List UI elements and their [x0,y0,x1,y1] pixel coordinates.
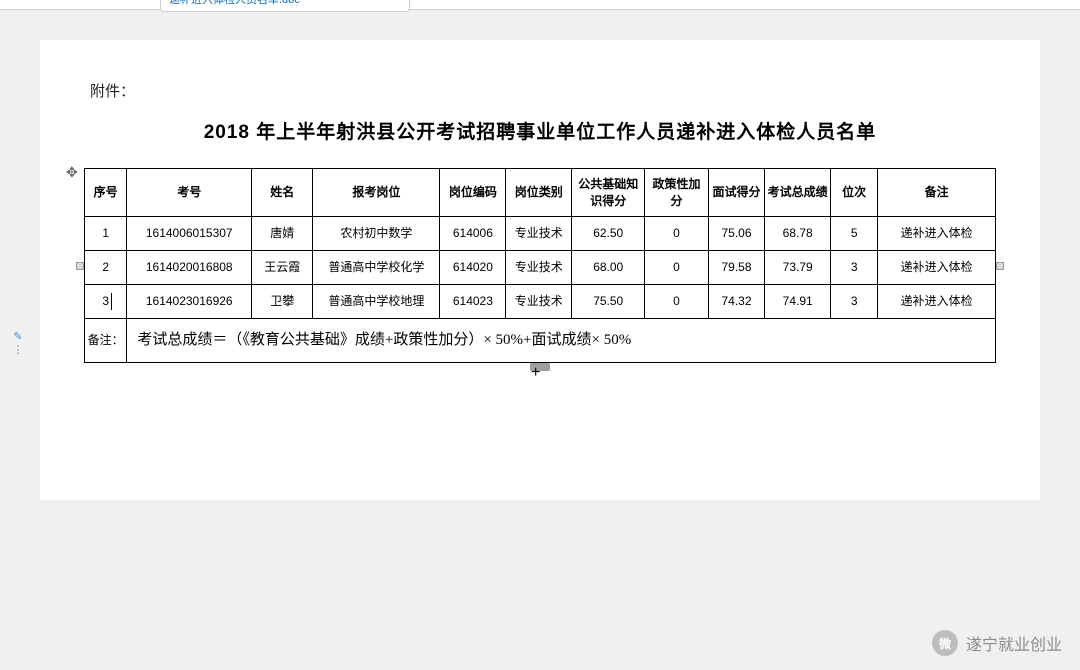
col-rank: 位次 [831,169,878,217]
cell-type[interactable]: 专业技术 [506,217,572,251]
table-row: 21614020016808王云霞普通高中学校化学614020专业技术68.00… [85,251,996,285]
cell-remark[interactable]: 递补进入体检 [878,251,996,285]
cell-post[interactable]: 普通高中学校地理 [313,285,440,319]
cell-policy[interactable]: 0 [645,285,709,319]
col-policy: 政策性加分 [645,169,709,217]
cell-seq[interactable]: 1 [85,217,127,251]
exam-results-table: 序号 考号 姓名 报考岗位 岗位编码 岗位类别 公共基础知识得分 政策性加分 面… [84,168,996,363]
table-resize-handle-right[interactable] [996,262,1004,270]
cell-seq[interactable]: 3 [85,285,127,319]
cell-rank[interactable]: 3 [831,251,878,285]
table-add-row-handle[interactable]: + [530,363,550,371]
cell-code[interactable]: 614023 [440,285,506,319]
cell-type[interactable]: 专业技术 [506,251,572,285]
wechat-icon: 微 [932,630,958,656]
col-intv: 面试得分 [708,169,764,217]
cell-intv[interactable]: 79.58 [708,251,764,285]
cell-name[interactable]: 王云霞 [252,251,313,285]
table-header: 序号 考号 姓名 报考岗位 岗位编码 岗位类别 公共基础知识得分 政策性加分 面… [85,169,996,217]
comment-menu-icon [4,343,32,356]
cell-public[interactable]: 62.50 [572,217,645,251]
footnote-label: 备注： [85,319,127,363]
cell-total[interactable]: 68.78 [765,217,831,251]
cell-code[interactable]: 614020 [440,251,506,285]
col-name: 姓名 [252,169,313,217]
footnote-formula: 考试总成绩＝（《教育公共基础》成绩+政策性加分）× 50%+面试成绩× 50% [127,319,996,363]
cell-rank[interactable]: 5 [831,217,878,251]
table-row: 11614006015307唐婧农村初中数学614006专业技术62.50075… [85,217,996,251]
attachment-label: 附件： [90,80,1000,101]
table-container: ✥ + 序号 考号 姓名 报考岗位 岗位编码 岗位类别 公共基础知识得分 政策性… [84,168,996,363]
cell-remark[interactable]: 递补进入体检 [878,285,996,319]
table-body: 11614006015307唐婧农村初中数学614006专业技术62.50075… [85,217,996,319]
wechat-watermark: 微 遂宁就业创业 [932,630,1062,656]
cell-exam[interactable]: 1614023016926 [127,285,252,319]
tab-strip: 递补进入体检人员名单.doc [0,0,1080,10]
cell-remark[interactable]: 递补进入体检 [878,217,996,251]
col-post: 报考岗位 [313,169,440,217]
cell-public[interactable]: 68.00 [572,251,645,285]
cell-intv[interactable]: 75.06 [708,217,764,251]
col-total: 考试总成绩 [765,169,831,217]
col-public: 公共基础知识得分 [572,169,645,217]
col-seq: 序号 [85,169,127,217]
cell-policy[interactable]: 0 [645,251,709,285]
comment-sidebar-icon[interactable]: ✎ [4,330,32,356]
cell-intv[interactable]: 74.32 [708,285,764,319]
document-tab[interactable]: 递补进入体检人员名单.doc [160,0,410,12]
cell-rank[interactable]: 3 [831,285,878,319]
cell-name[interactable]: 唐婧 [252,217,313,251]
cell-code[interactable]: 614006 [440,217,506,251]
cell-post[interactable]: 农村初中数学 [313,217,440,251]
document-title: 2018 年上半年射洪县公开考试招聘事业单位工作人员递补进入体检人员名单 [80,117,1000,144]
cell-type[interactable]: 专业技术 [506,285,572,319]
cell-exam[interactable]: 1614006015307 [127,217,252,251]
tab-label: 递补进入体检人员名单.doc [169,0,300,6]
comment-icon: ✎ [13,331,22,343]
cell-total[interactable]: 73.79 [765,251,831,285]
watermark-text: 遂宁就业创业 [966,631,1062,655]
cell-exam[interactable]: 1614020016808 [127,251,252,285]
cell-post[interactable]: 普通高中学校化学 [313,251,440,285]
cell-seq[interactable]: 2 [85,251,127,285]
col-type: 岗位类别 [506,169,572,217]
document-page: 附件： 2018 年上半年射洪县公开考试招聘事业单位工作人员递补进入体检人员名单… [40,40,1040,500]
col-remark: 备注 [878,169,996,217]
table-row: 31614023016926卫攀普通高中学校地理614023专业技术75.500… [85,285,996,319]
cell-policy[interactable]: 0 [645,217,709,251]
col-code: 岗位编码 [440,169,506,217]
cell-total[interactable]: 74.91 [765,285,831,319]
table-footer-note-row: 备注： 考试总成绩＝（《教育公共基础》成绩+政策性加分）× 50%+面试成绩× … [85,319,996,363]
table-move-handle-icon[interactable]: ✥ [66,164,78,181]
cell-name[interactable]: 卫攀 [252,285,313,319]
table-resize-handle-left[interactable] [76,262,84,270]
cell-public[interactable]: 75.50 [572,285,645,319]
col-exam: 考号 [127,169,252,217]
